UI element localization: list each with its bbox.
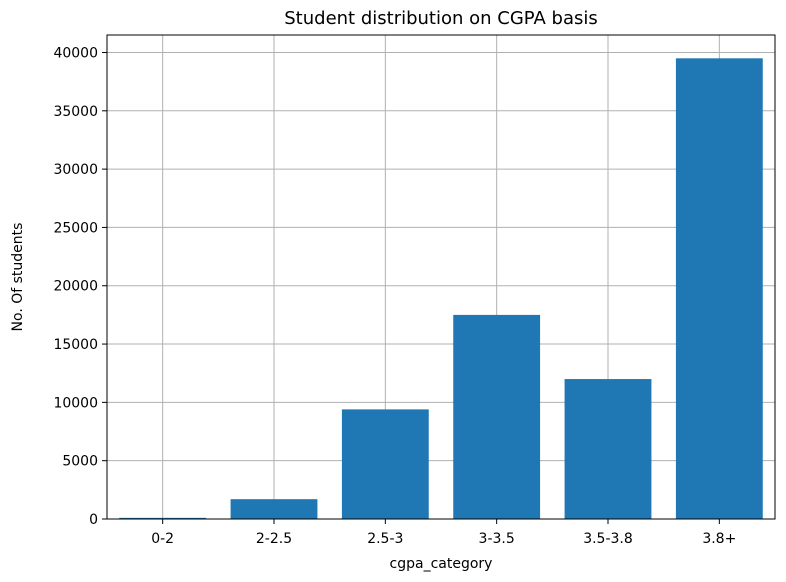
x-tick-label: 3.5-3.8 <box>583 531 633 547</box>
chart-title: Student distribution on CGPA basis <box>284 8 598 29</box>
ticks-layer: 0 5000 10000 15000 20000 25000 30000 35000 40000… <box>53 45 736 547</box>
x-tick-label: 2-2.5 <box>256 531 292 547</box>
y-tick-label: 40000 <box>53 45 98 61</box>
y-tick-label: 15000 <box>53 337 98 353</box>
grid-layer <box>107 35 775 520</box>
y-axis-label: No. Of students <box>10 223 26 332</box>
x-axis-label: cgpa_category <box>390 556 493 572</box>
bar-0-2 <box>119 517 207 519</box>
x-tick-label: 0-2 <box>151 531 174 547</box>
y-tick-label: 25000 <box>53 220 98 236</box>
bar-2.5-3 <box>341 409 429 519</box>
bars-layer <box>119 58 763 519</box>
bar-3.5-3.8 <box>564 379 652 519</box>
x-tick-label: 3-3.5 <box>479 531 515 547</box>
bar-2-2.5 <box>230 499 318 519</box>
y-tick-label: 35000 <box>53 104 98 120</box>
y-tick-label: 0 <box>89 512 98 528</box>
bar-3-3.5 <box>453 314 541 519</box>
y-tick-label: 5000 <box>62 454 98 470</box>
y-tick-label: 30000 <box>53 162 98 178</box>
x-tick-label: 3.8+ <box>702 531 736 547</box>
y-tick-label: 10000 <box>53 395 98 411</box>
y-tick-label: 20000 <box>53 279 98 295</box>
x-tick-label: 2.5-3 <box>367 531 403 547</box>
plot-area-frame <box>106 34 776 520</box>
bar-3.8+ <box>675 58 763 519</box>
